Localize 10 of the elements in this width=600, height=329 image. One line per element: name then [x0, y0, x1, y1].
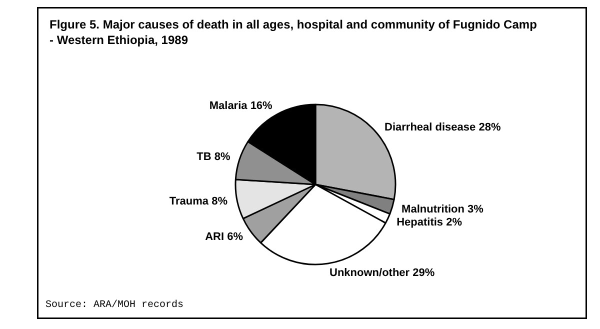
slice-label: Hepatitis 2%: [396, 216, 462, 229]
chart-title: Flgure 5. Major causes of death in all ages, hospital and community of Fugnido Camp - Western Ethiopia, 1989: [50, 18, 537, 47]
source-note: Source: ARA/MOH records: [46, 299, 184, 311]
slice-label: ARI 6%: [205, 231, 244, 244]
slice-label: Malnutrition 3%: [402, 204, 484, 216]
slice-label: Diarrheal disease 28%: [384, 121, 501, 134]
slice-label: Malaria 16%: [209, 100, 273, 112]
slice-label: Trauma 8%: [169, 195, 228, 208]
slice-label: Unknown/other 29%: [330, 266, 435, 279]
slice-label: TB 8%: [196, 150, 231, 163]
